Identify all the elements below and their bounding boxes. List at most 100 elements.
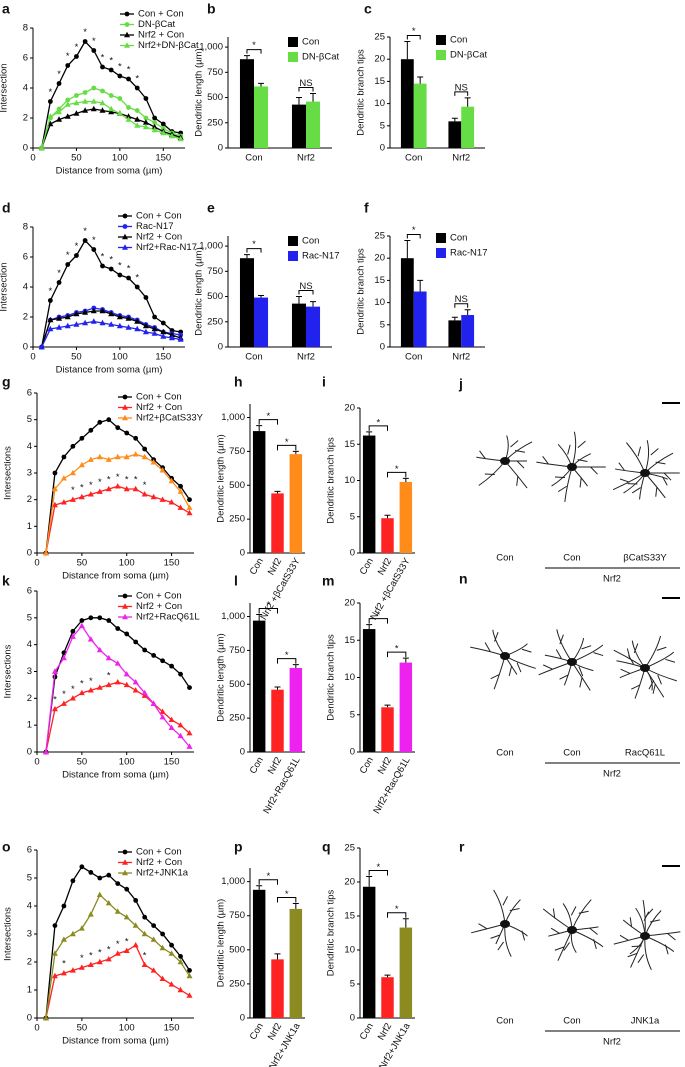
significance-bracket (298, 87, 314, 92)
marker (56, 280, 62, 285)
group-label: Nrf2 (603, 769, 621, 780)
bar (413, 83, 427, 148)
x-tick-label: Nrf2 (452, 153, 470, 164)
marker (105, 956, 112, 962)
marker (82, 309, 89, 315)
legend-marker (124, 31, 130, 38)
y-tick-label: 5 (380, 120, 385, 131)
legend-swatch (288, 236, 298, 246)
x-tick-label: 150 (164, 757, 180, 768)
marker (114, 679, 121, 685)
marker (56, 315, 63, 321)
bar (291, 303, 306, 347)
error-bar (404, 239, 411, 259)
marker (150, 700, 157, 706)
y-tick-label: 4 (27, 441, 32, 452)
legend-label: Con + Con (136, 847, 182, 858)
marker (87, 491, 94, 497)
error-bar (274, 686, 281, 690)
significance-star: * (107, 475, 111, 486)
legend-label: DN-βCat (138, 19, 175, 30)
marker (160, 320, 166, 326)
marker (177, 488, 184, 494)
legend-label: Rac-N17 (136, 221, 174, 232)
soma (500, 920, 510, 928)
marker (186, 972, 193, 979)
y-tick-label: 500 (229, 679, 245, 690)
x-tick-label: 100 (112, 153, 128, 164)
marker (52, 923, 58, 928)
marker (115, 881, 121, 886)
y-tick-label: 10 (344, 945, 355, 956)
marker (70, 878, 76, 884)
marker (151, 123, 158, 130)
marker (186, 504, 193, 510)
marker (187, 685, 192, 690)
significance-star: * (134, 475, 138, 486)
marker (178, 671, 183, 677)
y-axis-label: Dendritic branch tips (326, 634, 337, 721)
marker (177, 958, 184, 965)
bar (362, 435, 376, 553)
marker (108, 93, 114, 98)
marker (186, 509, 193, 516)
y-tick-label: 4 (27, 639, 32, 650)
marker (124, 886, 130, 892)
significance-bracket (258, 419, 278, 425)
marker (141, 491, 148, 497)
marker (178, 483, 183, 489)
condition-label: JNK1a (631, 1016, 660, 1027)
marker (177, 721, 184, 728)
error-bar (292, 664, 299, 669)
significance-star: * (89, 950, 93, 961)
significance-star: * (71, 684, 75, 695)
marker (142, 914, 148, 920)
significance-star: * (125, 936, 129, 947)
legend-marker (122, 213, 128, 219)
marker (64, 322, 71, 329)
y-tick-label: 2 (27, 693, 32, 704)
y-tick-label: 5 (27, 414, 32, 425)
marker (160, 121, 166, 127)
significance-star: * (89, 676, 93, 687)
y-tick-label: 15 (374, 275, 385, 286)
marker (78, 493, 85, 500)
marker (142, 322, 149, 329)
panel-letter: h (234, 374, 243, 390)
y-tick-label: 4 (23, 83, 28, 94)
marker (117, 272, 123, 278)
marker (65, 262, 71, 267)
marker (47, 316, 54, 323)
marker (117, 96, 123, 101)
marker (106, 618, 112, 623)
y-tick-label: 8 (23, 222, 28, 233)
marker (47, 99, 53, 104)
legend-label: Nrf2 + Con (136, 601, 182, 612)
marker (134, 325, 141, 332)
y-tick-label: 5 (350, 709, 355, 720)
significance-label: NS (299, 281, 312, 292)
marker (152, 115, 158, 121)
x-axis-label: Distance from soma (µm) (56, 166, 163, 177)
marker (114, 483, 121, 489)
marker (177, 135, 184, 142)
panel-letter: l (234, 573, 238, 589)
legend-swatch (436, 233, 446, 243)
marker (141, 453, 148, 460)
x-tick-label: Con (358, 755, 376, 776)
y-tick-label: 0 (350, 548, 355, 559)
y-tick-label: 4 (23, 282, 28, 293)
x-tick-label: 0 (34, 757, 39, 768)
marker (96, 684, 103, 690)
legend-marker (122, 244, 128, 250)
significance-star: * (80, 678, 84, 689)
x-tick-label: Con (248, 1021, 266, 1042)
marker (79, 618, 85, 623)
bar (289, 454, 303, 553)
series-line (45, 453, 191, 554)
significance-star: * (92, 235, 96, 246)
marker (88, 870, 94, 875)
marker (132, 942, 139, 948)
significance-label: * (395, 644, 399, 655)
x-tick-label: Nrf2 (266, 556, 285, 577)
